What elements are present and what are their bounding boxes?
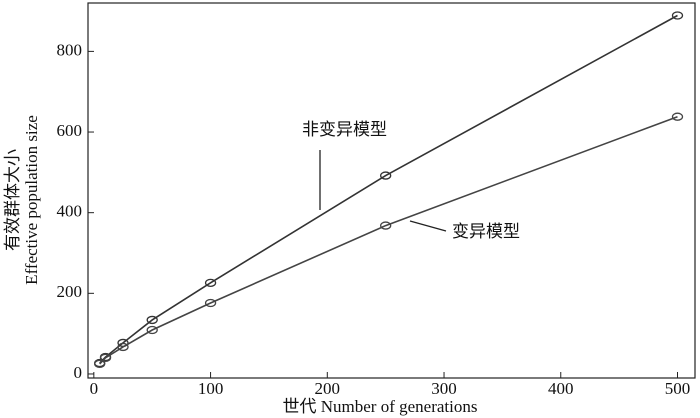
marker: [94, 359, 106, 369]
plot-frame: [87, 2, 696, 379]
y-tick-label: 400: [57, 202, 83, 221]
y-tick-label: 800: [57, 40, 83, 59]
marker: [671, 112, 684, 121]
marker: [380, 221, 392, 230]
marker: [146, 325, 158, 335]
series-line: [99, 115, 678, 365]
marker: [146, 315, 158, 325]
y-axis-label: 有效群体大小: [3, 149, 22, 251]
annotation-line: [409, 220, 447, 232]
series-line: [99, 14, 678, 364]
x-tick-label: 200: [315, 379, 341, 398]
x-axis-label: 世代 Number of generations: [283, 397, 478, 416]
marker: [117, 342, 129, 352]
x-tick-label: 100: [198, 379, 224, 398]
marker: [204, 298, 217, 308]
marker: [671, 11, 684, 20]
x-tick-label: 300: [431, 379, 457, 398]
annotation: 非变异模型: [302, 120, 387, 139]
x-tick-label: 0: [90, 379, 99, 398]
y-tick-label: 200: [57, 282, 83, 301]
y-tick-label: 600: [57, 121, 83, 140]
x-tick-label: 400: [548, 379, 574, 398]
x-tick-label: 500: [665, 379, 691, 398]
marker: [99, 353, 112, 362]
marker: [380, 171, 392, 180]
y-axis-label: Effective population size: [22, 115, 41, 285]
y-tick-label: 0: [74, 363, 83, 382]
marker: [204, 278, 217, 287]
annotation: 变异模型: [452, 222, 520, 241]
